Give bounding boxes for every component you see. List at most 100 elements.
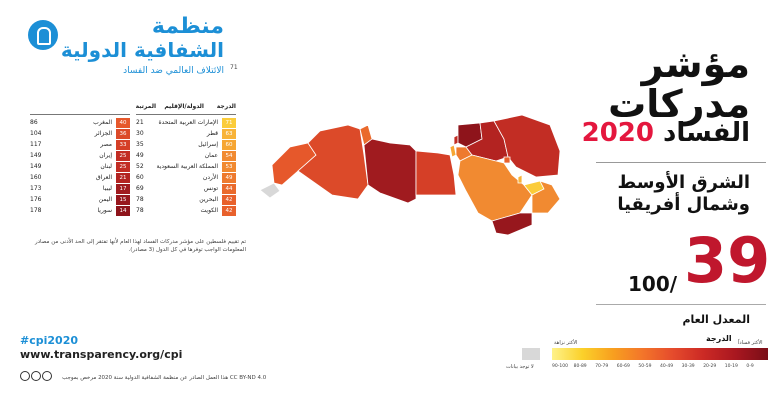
score-swatch: 15 bbox=[116, 195, 130, 205]
title-line2: مدركات bbox=[608, 82, 750, 126]
rank-value: 35 bbox=[136, 141, 144, 148]
legend-range-label: 30-39 bbox=[681, 364, 695, 369]
score-swatch: 36 bbox=[116, 129, 130, 139]
cc-icon bbox=[20, 371, 30, 381]
score-swatch: 14 bbox=[116, 206, 130, 216]
average-score: 39 bbox=[684, 224, 771, 297]
website-link[interactable]: www.transparency.org/cpi bbox=[20, 348, 183, 361]
rank-value: 173 bbox=[30, 185, 42, 192]
logo-name-line2: الشفافية الدولية bbox=[60, 38, 224, 62]
country-name: لبنان bbox=[100, 163, 112, 170]
legend-range-label: 60-69 bbox=[616, 364, 630, 369]
logo-name-line1: منظمة bbox=[151, 14, 224, 39]
by-icon bbox=[31, 371, 41, 381]
title-line1: مؤشر bbox=[641, 42, 750, 86]
table-row: 78 الكويت 42 bbox=[136, 206, 236, 216]
legend-range-label: 70-79 bbox=[595, 364, 609, 369]
map-iran bbox=[493, 114, 561, 178]
score-divider bbox=[596, 304, 766, 305]
country-name: العراق bbox=[95, 174, 112, 181]
table-row: 173 ليبيا 17 bbox=[30, 184, 130, 194]
country-name: إسرائيل bbox=[198, 141, 218, 148]
header-rank: المرتبة bbox=[135, 103, 156, 110]
score-swatch: 60 bbox=[222, 140, 236, 150]
country-name: الإمارات العربية المتحدة bbox=[158, 119, 219, 126]
rank-value: 69 bbox=[136, 185, 144, 192]
average-label: المعدل العام bbox=[682, 313, 750, 326]
score-swatch: 25 bbox=[116, 162, 130, 172]
score-swatch: 21 bbox=[116, 173, 130, 183]
rank-value: 30 bbox=[136, 130, 144, 137]
map-oman bbox=[531, 180, 561, 214]
footnote: تم تقييم فلسطين على مؤشر مدركات الفساد ل… bbox=[34, 239, 246, 253]
score-swatch: 71 bbox=[222, 118, 236, 128]
table-row: 49 عمان 54 bbox=[136, 151, 236, 161]
rank-value: 149 bbox=[30, 163, 42, 170]
table-row: 149 إيران 25 bbox=[30, 151, 130, 161]
region-line1: الشرق الأوسط bbox=[617, 172, 750, 193]
table-row: 52 المملكة العربية السعودية 53 bbox=[136, 162, 236, 172]
table-row: 21 الإمارات العربية المتحدة 71 bbox=[136, 118, 236, 128]
table-row: 35 إسرائيل 60 bbox=[136, 140, 236, 150]
score-swatch: 42 bbox=[222, 195, 236, 205]
country-name: اليمن bbox=[98, 196, 112, 203]
rank-value: 52 bbox=[136, 163, 144, 170]
legend-color-scale bbox=[552, 348, 768, 360]
legend-range-label: 80-89 bbox=[573, 364, 587, 369]
table-row: 30 قطر 63 bbox=[136, 129, 236, 139]
country-name: المغرب bbox=[93, 119, 112, 126]
table-column: 21 الإمارات العربية المتحدة 71 30 قطر 63 35 إسر… bbox=[136, 114, 236, 216]
table-row: 86 المغرب 40 bbox=[30, 118, 130, 128]
map-lebanon bbox=[453, 134, 459, 146]
table-row: 178 سوريا 14 bbox=[30, 206, 130, 216]
score-swatch: 17 bbox=[116, 184, 130, 194]
ti-logo: منظمة الشفافية الدولية الائتلاف العالمي … bbox=[20, 8, 230, 80]
rank-value: 117 bbox=[30, 141, 42, 148]
table-row: 60 الأردن 49 bbox=[136, 173, 236, 183]
table-row: 149 لبنان 25 bbox=[30, 162, 130, 172]
header-country: الدولة/الإقليم bbox=[164, 103, 204, 110]
region-title: الشرق الأوسط وشمال أفريقيا bbox=[617, 172, 750, 216]
score-swatch: 54 bbox=[222, 151, 236, 161]
score-swatch: 44 bbox=[222, 184, 236, 194]
rank-value: 49 bbox=[136, 152, 144, 159]
rank-value: 178 bbox=[30, 207, 42, 214]
rank-value: 21 bbox=[136, 119, 144, 126]
map-algeria bbox=[297, 124, 369, 200]
country-name: الأردن bbox=[202, 174, 218, 181]
legend-no-data-label: لا توجد بيانات bbox=[506, 364, 534, 370]
score-swatch: 53 bbox=[222, 162, 236, 172]
title-divider bbox=[596, 162, 766, 163]
legend-range-label: 10-19 bbox=[724, 364, 738, 369]
map-egypt bbox=[415, 150, 457, 196]
map-qatar bbox=[517, 174, 523, 184]
table-row: 160 العراق 21 bbox=[30, 173, 130, 183]
score-swatch: 49 bbox=[222, 173, 236, 183]
legend-range-label: 20-29 bbox=[703, 364, 717, 369]
score-swatch: 42 bbox=[222, 206, 236, 216]
nd-icon bbox=[42, 371, 52, 381]
legend-range-label: 0-9 bbox=[746, 364, 754, 369]
rank-value: 60 bbox=[136, 174, 144, 181]
legend-range-label: 90-100 bbox=[552, 364, 568, 369]
map-libya bbox=[363, 138, 417, 204]
legend-range-label: 50-59 bbox=[638, 364, 652, 369]
average-out-of: 100/ bbox=[628, 272, 678, 296]
rank-value: 104 bbox=[30, 130, 42, 137]
score-swatch: 63 bbox=[222, 129, 236, 139]
rank-value: 149 bbox=[30, 152, 42, 159]
table-row: 78 البحرين 42 bbox=[136, 195, 236, 205]
hashtag-link[interactable]: #cpi2020 bbox=[20, 334, 78, 347]
country-name: قطر bbox=[206, 130, 218, 137]
country-name: إيران bbox=[99, 152, 112, 159]
legend-high-label: الأكثر نزاهة bbox=[554, 340, 578, 346]
table-header: الدرجة الدولة/الإقليم المرتبة bbox=[36, 100, 236, 114]
country-name: مصر bbox=[100, 141, 112, 148]
map-western-sahara bbox=[260, 182, 281, 199]
country-name: البحرين bbox=[199, 196, 218, 203]
legend-range-label: 40-49 bbox=[660, 364, 674, 369]
map-yemen bbox=[491, 212, 533, 236]
rank-value: 78 bbox=[136, 196, 144, 203]
country-name: المملكة العربية السعودية bbox=[156, 163, 218, 170]
country-name: تونس bbox=[203, 185, 218, 192]
